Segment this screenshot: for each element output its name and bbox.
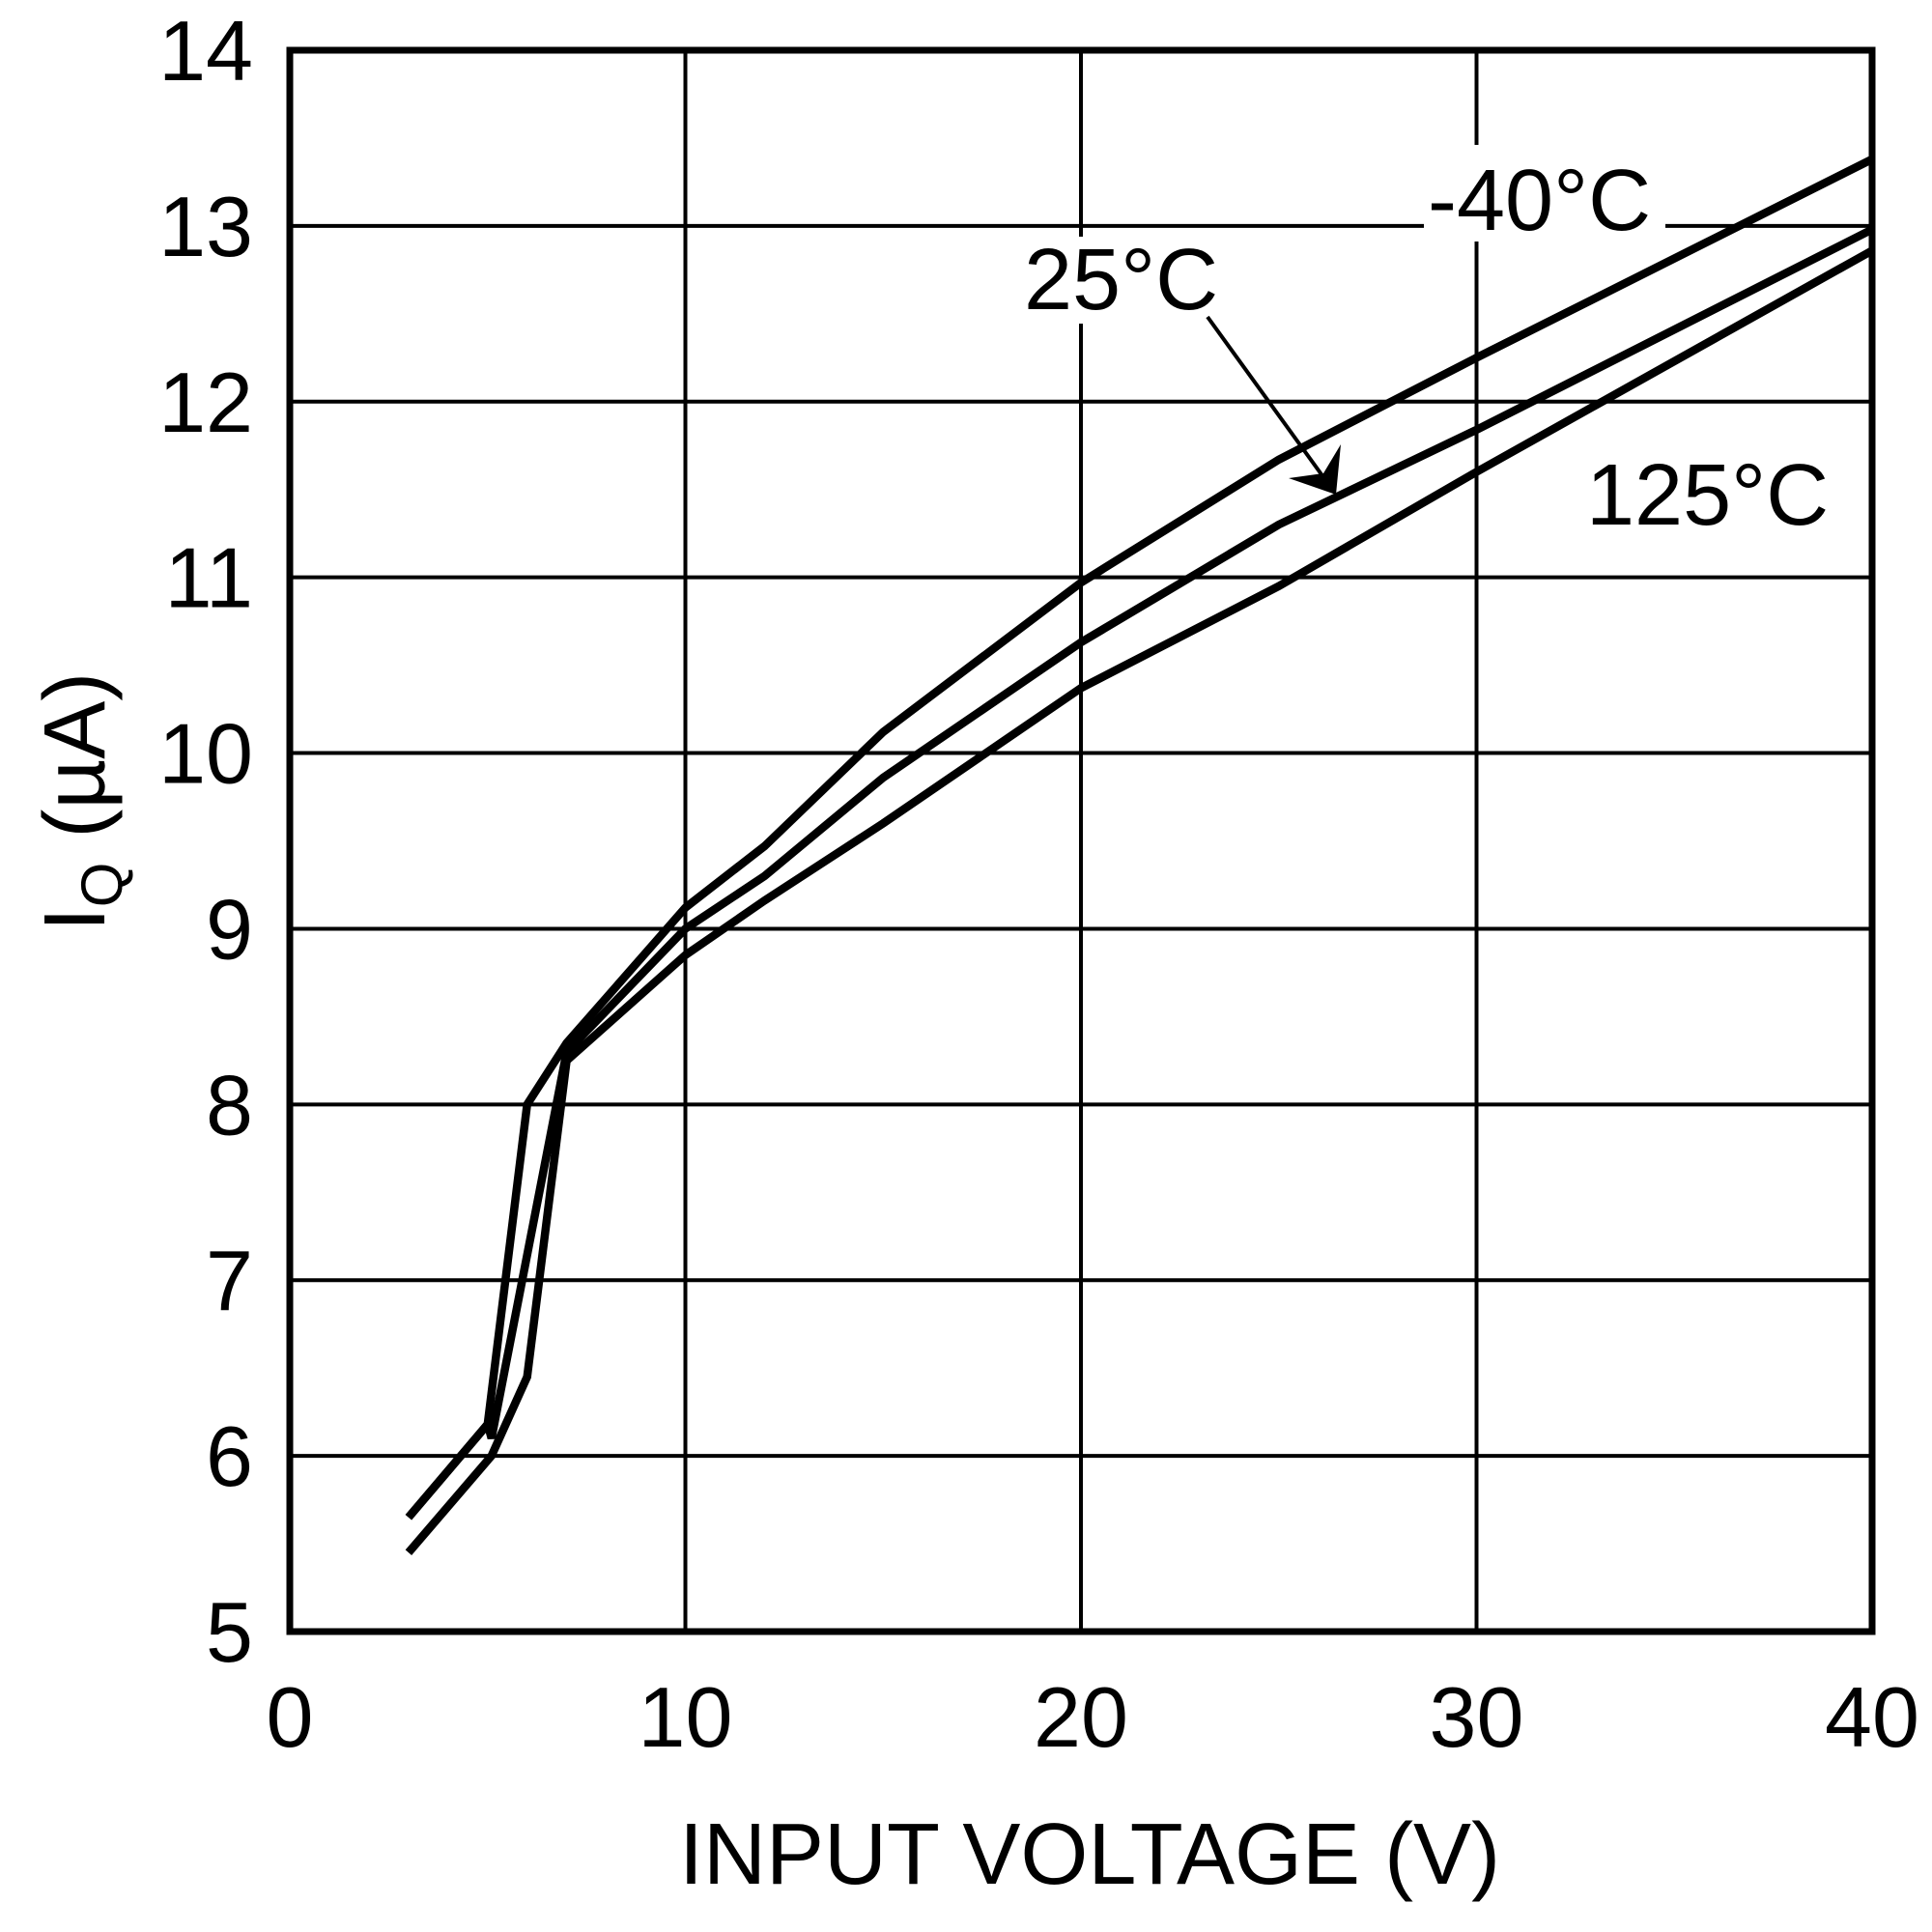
annotation-25: 25°C xyxy=(1024,232,1218,328)
y-axis-title: IQ (µA) xyxy=(27,672,134,932)
y-tick-label: 8 xyxy=(206,1057,253,1152)
x-tick-label: 30 xyxy=(1430,1669,1524,1765)
y-axis-title-main: I xyxy=(27,907,124,931)
y-tick-label: 12 xyxy=(158,355,253,450)
series-line-25C xyxy=(405,225,1874,1520)
series-line-minus40C xyxy=(405,156,1874,1520)
y-tick-label: 7 xyxy=(206,1233,253,1328)
annotation-25-arrow-line xyxy=(1206,315,1333,490)
y-tick-label: 10 xyxy=(158,706,253,802)
annotation-125: 125°C xyxy=(1586,447,1829,544)
plot-frame xyxy=(286,46,1876,1635)
y-tick-label: 6 xyxy=(206,1408,253,1504)
y-tick-label: 14 xyxy=(158,3,253,99)
x-tick-label: 10 xyxy=(639,1669,733,1765)
series-line-125C xyxy=(405,246,1875,1555)
data-curves xyxy=(405,156,1875,1555)
y-tick-label: 11 xyxy=(165,530,253,626)
y-tick-labels: 5 6 7 8 9 10 11 12 13 14 xyxy=(158,3,253,1680)
annotation-minus40: -40°C xyxy=(1428,153,1651,249)
y-tick-label: 9 xyxy=(206,881,253,977)
x-tick-label: 0 xyxy=(267,1669,314,1765)
x-tick-label: 40 xyxy=(1825,1669,1919,1765)
x-tick-labels: 0 10 20 30 40 xyxy=(267,1669,1919,1765)
y-tick-label: 13 xyxy=(158,179,253,274)
arrow-head-icon xyxy=(1289,444,1341,495)
y-tick-label: 5 xyxy=(206,1584,253,1680)
y-axis-title-unit: (µA) xyxy=(27,672,124,863)
x-axis-title: INPUT VOLTAGE (V) xyxy=(679,1806,1500,1903)
annotation-minus40-background xyxy=(1424,145,1665,242)
x-tick-label: 20 xyxy=(1034,1669,1128,1765)
y-axis-title-subscript: Q xyxy=(70,863,134,908)
annotation-25-background xyxy=(1020,237,1223,324)
